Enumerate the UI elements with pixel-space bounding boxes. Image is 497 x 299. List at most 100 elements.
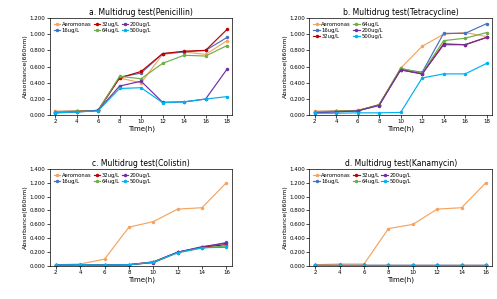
32ug/L [376, 103, 382, 106]
500ug/L [117, 87, 123, 90]
Legend: Aeromonas, 16ug/L, 32ug/L, 64ug/L, 200ug/L, 500ug/L: Aeromonas, 16ug/L, 32ug/L, 64ug/L, 200ug… [312, 171, 413, 186]
Aeromonas [174, 207, 180, 211]
200ug/L [77, 263, 83, 266]
200ug/L [53, 263, 59, 267]
200ug/L [224, 67, 230, 71]
500ug/L [386, 264, 392, 267]
32ug/L [410, 264, 416, 267]
Line: 64ug/L: 64ug/L [55, 245, 228, 266]
200ug/L [462, 43, 468, 47]
200ug/L [74, 110, 80, 114]
Aeromonas [376, 103, 382, 106]
32ug/L [126, 263, 132, 266]
32ug/L [224, 28, 230, 31]
Line: 16ug/L: 16ug/L [314, 23, 488, 113]
16ug/L [434, 264, 440, 267]
X-axis label: Time(h): Time(h) [128, 126, 155, 132]
32ug/L [77, 263, 83, 266]
64ug/L [74, 109, 80, 113]
Title: a. Multidrug test(Penicillin): a. Multidrug test(Penicillin) [89, 8, 193, 17]
200ug/L [410, 264, 416, 267]
32ug/L [441, 42, 447, 46]
64ug/L [138, 77, 144, 80]
32ug/L [199, 245, 205, 249]
Aeromonas [434, 207, 440, 211]
64ug/L [376, 103, 382, 107]
500ug/L [361, 264, 367, 267]
32ug/L [117, 76, 123, 80]
Aeromonas [150, 220, 156, 223]
64ug/L [459, 264, 465, 267]
32ug/L [459, 264, 465, 267]
500ug/L [203, 97, 209, 101]
500ug/L [355, 111, 361, 115]
32ug/L [95, 109, 101, 112]
32ug/L [462, 43, 468, 47]
64ug/L [484, 31, 490, 34]
16ug/L [126, 263, 132, 266]
X-axis label: Time(h): Time(h) [128, 277, 155, 283]
Line: 32ug/L: 32ug/L [54, 28, 228, 113]
Aeromonas [483, 181, 489, 184]
32ug/L [483, 264, 489, 267]
Line: Aeromonas: Aeromonas [314, 31, 488, 112]
Line: Aeromonas: Aeromonas [314, 182, 487, 266]
500ug/L [150, 260, 156, 264]
200ug/L [199, 245, 205, 248]
32ug/L [312, 110, 318, 113]
Line: 500ug/L: 500ug/L [314, 264, 487, 266]
200ug/L [101, 263, 107, 267]
Aeromonas [333, 109, 339, 113]
500ug/L [95, 109, 101, 113]
Line: 16ug/L: 16ug/L [314, 264, 487, 266]
Aeromonas [398, 66, 404, 70]
500ug/L [441, 72, 447, 76]
16ug/L [52, 110, 58, 113]
16ug/L [174, 251, 180, 254]
200ug/L [224, 241, 230, 245]
16ug/L [312, 110, 318, 113]
32ug/L [53, 263, 59, 267]
16ug/L [441, 32, 447, 35]
16ug/L [355, 109, 361, 113]
32ug/L [312, 264, 318, 267]
16ug/L [181, 50, 187, 54]
200ug/L [52, 111, 58, 115]
16ug/L [361, 264, 367, 267]
Aeromonas [386, 227, 392, 230]
64ug/L [52, 110, 58, 113]
16ug/L [160, 52, 166, 55]
Aeromonas [101, 257, 107, 261]
200ug/L [434, 264, 440, 267]
16ug/L [459, 264, 465, 267]
32ug/L [181, 49, 187, 53]
64ug/L [398, 66, 404, 70]
200ug/L [355, 109, 361, 113]
Y-axis label: Absorbance(660nm): Absorbance(660nm) [283, 35, 288, 98]
Line: 32ug/L: 32ug/L [314, 36, 488, 113]
64ug/L [181, 54, 187, 57]
32ug/L [52, 110, 58, 113]
16ug/L [77, 263, 83, 266]
Aeromonas [224, 39, 230, 42]
16ug/L [224, 36, 230, 39]
64ug/L [95, 109, 101, 112]
16ug/L [101, 263, 107, 267]
500ug/L [53, 263, 59, 267]
Line: 200ug/L: 200ug/L [314, 264, 487, 266]
200ug/L [126, 263, 132, 266]
500ug/L [224, 245, 230, 249]
16ug/L [224, 241, 230, 244]
32ug/L [74, 109, 80, 113]
200ug/L [181, 100, 187, 104]
16ug/L [53, 263, 59, 267]
Aeromonas [199, 206, 205, 210]
Line: Aeromonas: Aeromonas [55, 182, 228, 266]
Legend: Aeromonas, 16ug/L, 32ug/L, 64ug/L, 200ug/L, 500ug/L: Aeromonas, 16ug/L, 32ug/L, 64ug/L, 200ug… [312, 21, 384, 41]
Line: 64ug/L: 64ug/L [54, 45, 228, 113]
500ug/L [337, 264, 343, 267]
64ug/L [199, 246, 205, 250]
500ug/L [419, 76, 425, 80]
64ug/L [462, 36, 468, 40]
Aeromonas [441, 32, 447, 36]
